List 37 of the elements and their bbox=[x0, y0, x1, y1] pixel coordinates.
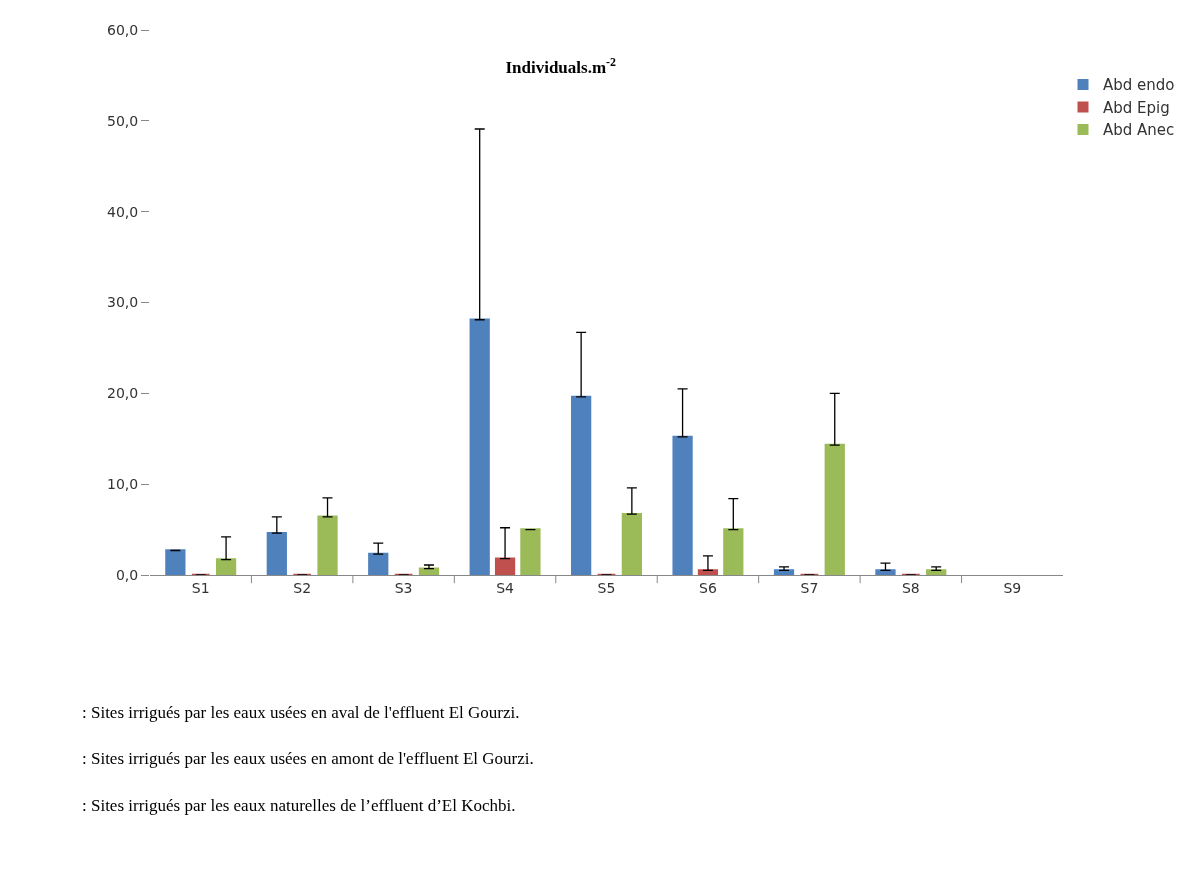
text: Individuals.m$^{-2}$ bbox=[505, 54, 617, 77]
x-tick-label: S6 bbox=[699, 579, 717, 596]
bar bbox=[317, 515, 338, 575]
x-tick-label: S4 bbox=[496, 579, 515, 596]
legend-label: Abd Epig bbox=[1103, 98, 1170, 117]
y-tick-label: 20,0 bbox=[107, 385, 139, 402]
bar bbox=[824, 443, 845, 575]
x-tick-label: S5 bbox=[597, 579, 616, 596]
y-tick-label: 60,0 bbox=[107, 21, 139, 38]
y-tick-label: 0,0 bbox=[115, 566, 139, 583]
y-tick-label: 50,0 bbox=[107, 112, 139, 129]
x-tick-label: S2 bbox=[293, 579, 312, 596]
bar bbox=[723, 528, 744, 575]
bar bbox=[469, 318, 490, 575]
bar bbox=[520, 528, 541, 575]
bar bbox=[418, 567, 440, 575]
legend-label: Abd endo bbox=[1103, 76, 1175, 95]
text: : Sites irrigués par les eaux naturelles de l’effluent d’El Kochbi. bbox=[82, 796, 516, 815]
bar bbox=[165, 549, 186, 575]
x-tick-label: S8 bbox=[901, 579, 920, 596]
text: : Sites irrigués par les eaux usées en aval de l'effluent El Gourzi. bbox=[82, 703, 520, 722]
bar bbox=[571, 395, 592, 575]
bar bbox=[215, 558, 237, 575]
bar bbox=[494, 557, 516, 575]
x-tick-label: S9 bbox=[1003, 579, 1022, 596]
legend-label: Abd Anec bbox=[1103, 121, 1175, 140]
y-tick-label: 40,0 bbox=[107, 203, 139, 220]
x-tick-label: S1 bbox=[191, 579, 210, 596]
bar bbox=[266, 531, 287, 575]
bar bbox=[368, 552, 389, 575]
text: : Sites irrigués par les eaux usées en amont de l'effluent El Gourzi. bbox=[82, 749, 534, 768]
x-tick-label: S3 bbox=[394, 579, 413, 596]
y-tick-label: 10,0 bbox=[107, 476, 139, 493]
x-tick-label: S7 bbox=[800, 579, 819, 596]
bar bbox=[621, 512, 642, 575]
bar bbox=[672, 435, 693, 575]
y-tick-label: 30,0 bbox=[107, 294, 139, 311]
